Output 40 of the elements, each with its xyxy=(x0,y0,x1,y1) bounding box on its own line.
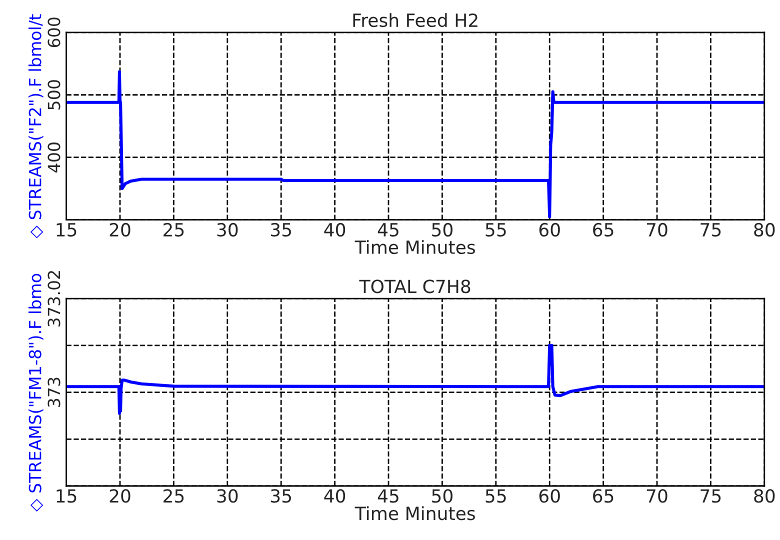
y-tick-label: 500 xyxy=(48,80,60,110)
x-tick-label: 35 xyxy=(270,222,292,237)
x-tick-label: 70 xyxy=(646,489,668,503)
chart-title: Fresh Feed H2 xyxy=(353,13,478,28)
y-tick-label: 373.02 xyxy=(48,271,60,326)
x-tick-label: 80 xyxy=(754,489,775,503)
x-tick-label: 40 xyxy=(324,222,346,237)
x-tick-label: 55 xyxy=(486,223,506,237)
x-tick-label: 20 xyxy=(110,489,130,503)
x-tick-label: 45 xyxy=(378,223,398,237)
x-tick-label: 40 xyxy=(324,489,346,503)
y-tick-label: 400 xyxy=(48,142,60,172)
x-tick-label: 35 xyxy=(270,489,292,503)
line-series xyxy=(66,344,764,415)
x-tick-label: 65 xyxy=(593,489,614,503)
x-tick-label: 15 xyxy=(56,489,76,503)
x-tick-label: 60 xyxy=(539,222,560,237)
x-tick-label: 45 xyxy=(378,489,398,503)
chart-title: TOTAL C7H8 xyxy=(359,280,470,294)
y-axis-title: ◇ STREAMS("FM1-8").F lbmo xyxy=(28,274,44,512)
y-tick-label: 373 xyxy=(48,378,60,407)
x-axis-title: Time Minutes xyxy=(354,240,475,254)
x-axis-title: Time Minutes xyxy=(354,506,475,520)
x-tick-label: 55 xyxy=(486,489,506,503)
x-tick-label: 65 xyxy=(593,222,614,237)
x-tick-label: 25 xyxy=(164,489,184,503)
x-tick-label: 60 xyxy=(539,489,560,503)
x-tick-label: 80 xyxy=(754,222,775,237)
x-tick-label: 25 xyxy=(164,222,184,237)
x-tick-label: 50 xyxy=(432,222,452,237)
x-tick-label: 75 xyxy=(700,489,721,503)
x-tick-label: 70 xyxy=(646,222,668,237)
y-axis-title: ◇ STREAMS("F2").F lbmol/t xyxy=(28,14,44,238)
x-tick-label: 75 xyxy=(700,223,721,237)
x-tick-label: 30 xyxy=(217,489,238,503)
x-tick-label: 30 xyxy=(217,222,238,237)
y-tick-label: 600 xyxy=(48,18,60,48)
x-tick-label: 15 xyxy=(56,223,76,237)
x-tick-label: 20 xyxy=(110,222,130,237)
x-tick-label: 50 xyxy=(432,489,452,503)
